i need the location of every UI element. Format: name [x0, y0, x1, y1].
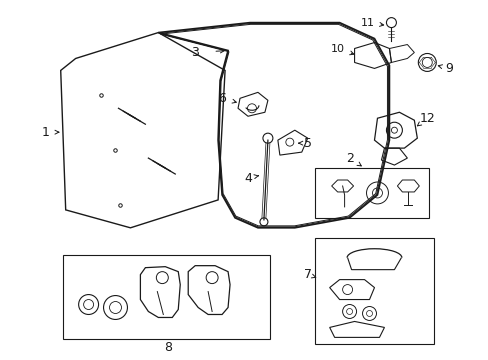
Text: 11: 11	[360, 18, 374, 28]
Text: 10: 10	[330, 44, 344, 54]
Text: 4: 4	[244, 171, 251, 185]
Text: 2: 2	[345, 152, 353, 165]
Text: 12: 12	[419, 112, 434, 125]
Text: 5: 5	[303, 137, 311, 150]
Bar	[314, 168, 428, 218]
Text: 6: 6	[218, 92, 225, 105]
Text: 8: 8	[164, 341, 172, 354]
Text: 7: 7	[303, 268, 311, 281]
Text: 9: 9	[445, 62, 452, 75]
Text: 1: 1	[42, 126, 50, 139]
Bar	[62, 255, 269, 339]
Text: 3: 3	[191, 46, 199, 59]
Bar	[314, 238, 433, 345]
